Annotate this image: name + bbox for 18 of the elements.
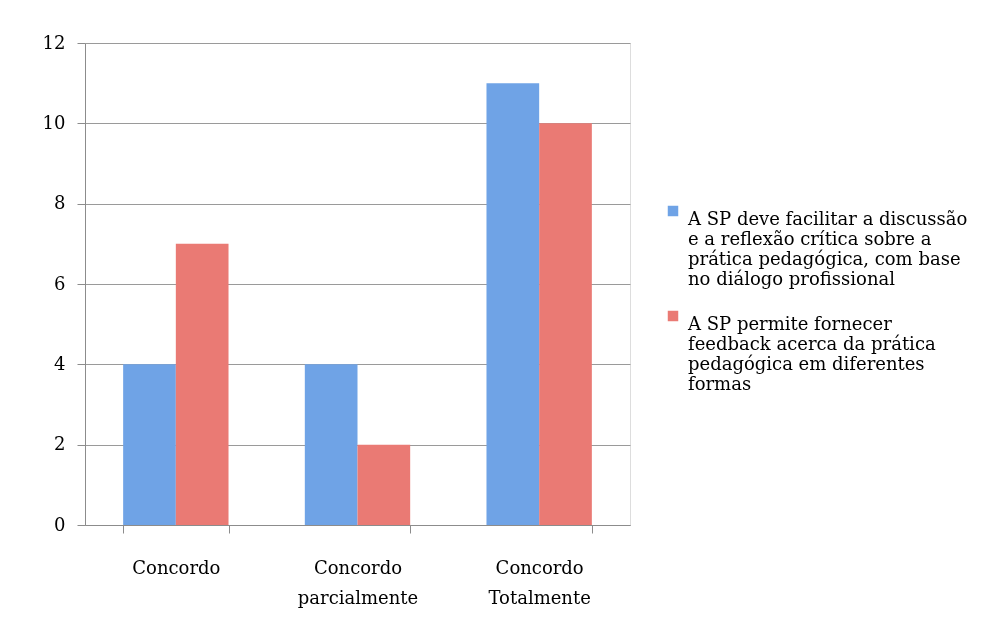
y-tick-label: 0 bbox=[54, 513, 66, 535]
y-tick-label: 12 bbox=[42, 31, 66, 53]
legend-label: A SP permite fornecer feedback acerca da prática pedagógica em diferentes formas bbox=[687, 313, 936, 394]
y-tick-label: 2 bbox=[54, 433, 66, 455]
y-tick-label: 4 bbox=[54, 352, 66, 374]
bar bbox=[486, 83, 540, 525]
y-tick-label: 8 bbox=[54, 192, 66, 214]
bar bbox=[123, 364, 176, 525]
x-tick-label: Concordo bbox=[132, 556, 221, 578]
bar bbox=[539, 123, 592, 525]
bar bbox=[175, 243, 229, 525]
x-tick-label: Concordo parcialmente bbox=[297, 556, 419, 608]
y-tick-label: 10 bbox=[42, 111, 66, 133]
bar bbox=[304, 364, 358, 525]
bar bbox=[357, 444, 411, 525]
y-tick-label: 6 bbox=[54, 272, 66, 294]
x-tick-label: Concordo Totalmente bbox=[488, 556, 591, 608]
legend-label: A SP deve facilitar a discussão e a reflexão crítica sobre a prática pedagógica, com base no diálogo profissional bbox=[687, 208, 968, 289]
